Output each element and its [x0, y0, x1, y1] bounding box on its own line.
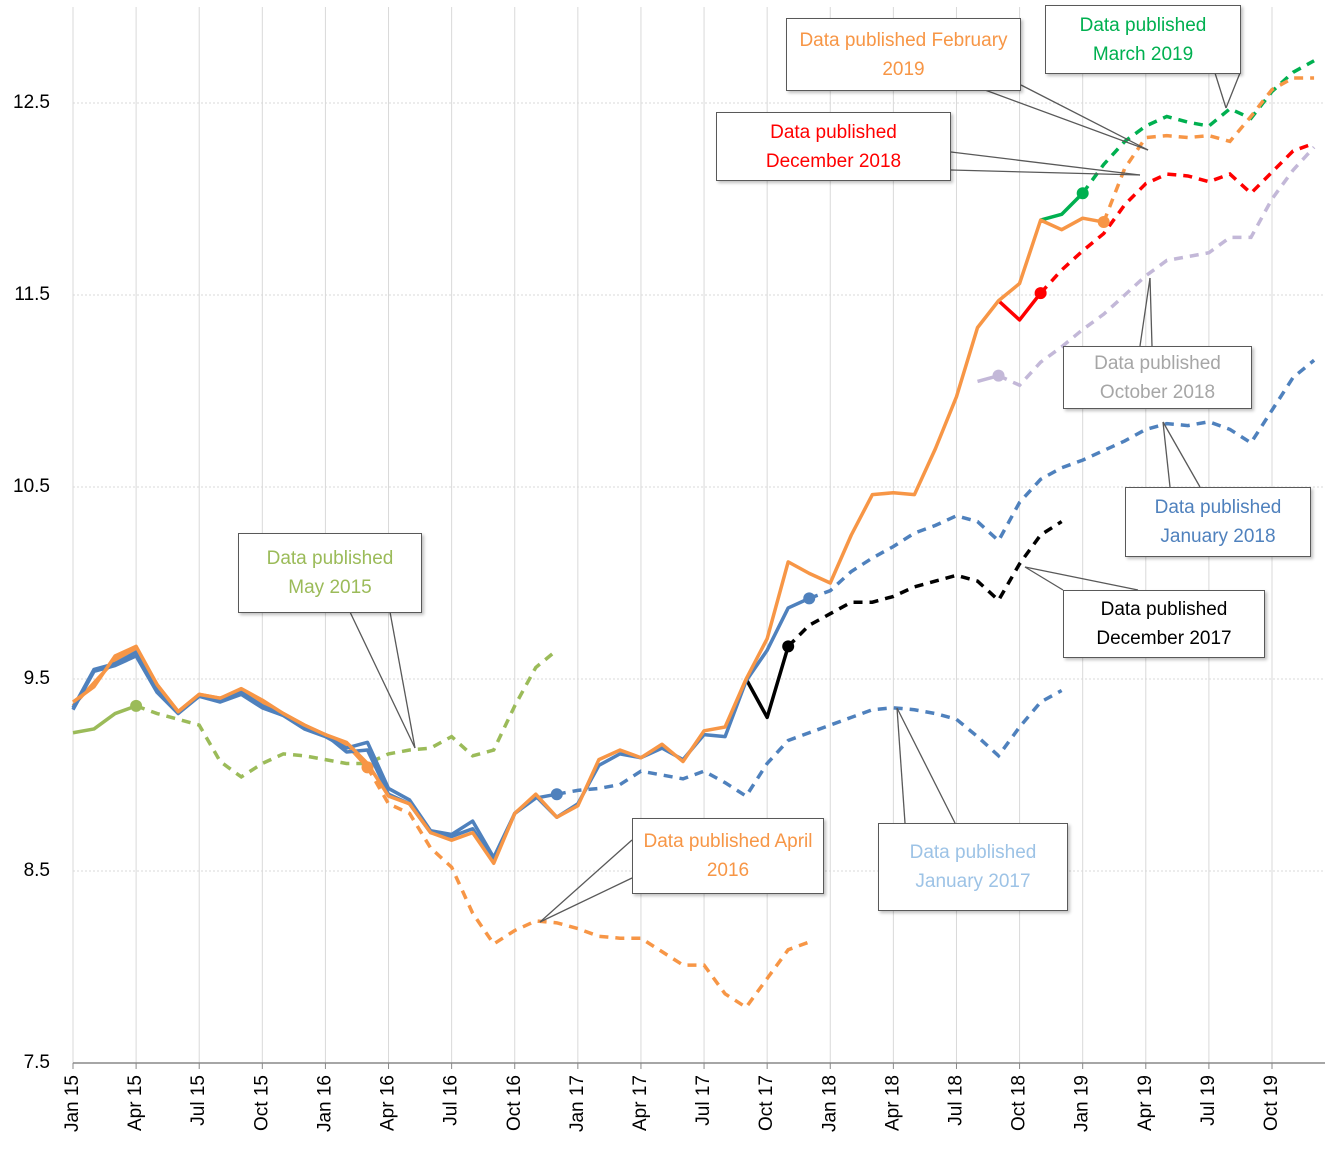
callout-leader [1162, 421, 1201, 488]
y-tick-label: 8.5 [24, 860, 50, 881]
x-tick-label: Jul 15 [188, 1075, 209, 1126]
forecast-line [1039, 141, 1315, 295]
publish-point [130, 699, 143, 712]
publish-point [1034, 287, 1047, 300]
x-tick-label: Apr 18 [882, 1075, 903, 1131]
forecast-line [1102, 76, 1315, 223]
callout: Data published May 2015 [238, 533, 422, 613]
y-tick-label: 10.5 [13, 476, 50, 497]
callout-leader [1214, 72, 1227, 109]
forecast-line [365, 766, 810, 1010]
callout-leader [950, 169, 1141, 176]
series-line [71, 216, 1105, 866]
callout-leader [1149, 277, 1153, 347]
callout-leader [1139, 277, 1151, 347]
y-tick-label: 9.5 [24, 668, 50, 689]
y-tick-label: 7.5 [24, 1052, 50, 1073]
publish-point [992, 369, 1005, 382]
x-tick-label: Jul 18 [945, 1075, 966, 1126]
callout-leader [1020, 84, 1149, 151]
callout: Data published February 2019 [786, 18, 1021, 91]
publish-point [803, 592, 816, 605]
x-tick-label: Jan 18 [819, 1075, 840, 1132]
x-tick-label: Jan 19 [1072, 1075, 1093, 1132]
callout-leader [950, 151, 1141, 176]
series-line [997, 292, 1042, 322]
x-tick-label: Oct 17 [756, 1075, 777, 1131]
callout-leader [896, 707, 906, 824]
y-tick-label: 11.5 [14, 284, 50, 305]
series-line [744, 645, 790, 720]
publish-point [782, 640, 795, 653]
series-line [1040, 192, 1084, 222]
callout: Data published October 2018 [1063, 346, 1252, 409]
x-tick-label: Apr 19 [1135, 1075, 1156, 1131]
forecast-line [997, 145, 1316, 388]
forecast-line [1081, 59, 1315, 195]
callout-leader [896, 707, 956, 824]
x-tick-label: Apr 16 [378, 1075, 399, 1131]
forecast-line [786, 520, 1063, 648]
x-tick-label: Jul 16 [441, 1075, 462, 1126]
callout: Data published December 2018 [716, 112, 951, 181]
publish-point [550, 788, 563, 801]
callout-leader [1024, 566, 1139, 591]
callout: Data published December 2017 [1063, 590, 1265, 658]
x-tick-label: Apr 17 [630, 1075, 651, 1131]
callout-leader [984, 89, 1149, 151]
forecast-line [135, 648, 558, 780]
publish-point [1076, 187, 1089, 200]
x-tick-label: Oct 19 [1261, 1075, 1282, 1131]
forecast-line [808, 358, 1316, 601]
x-tick-label: Jul 19 [1198, 1075, 1219, 1126]
x-tick-label: Oct 16 [504, 1075, 525, 1131]
callout-leader [1225, 72, 1241, 109]
x-tick-label: Apr 15 [125, 1075, 146, 1131]
callout-leader [539, 877, 633, 923]
series-line [72, 704, 137, 735]
callout-leader [349, 611, 416, 749]
x-tick-label: Jul 17 [693, 1075, 714, 1126]
callout: Data published January 2018 [1125, 487, 1311, 557]
callout-leader [389, 611, 416, 749]
publish-point [1097, 216, 1110, 229]
x-tick-label: Jan 15 [62, 1075, 83, 1132]
callout: Data published March 2019 [1045, 5, 1241, 74]
x-tick-label: Jan 16 [314, 1075, 335, 1132]
callout-leader [539, 839, 633, 923]
callout: Data published April 2016 [632, 818, 824, 894]
x-tick-label: Oct 15 [251, 1075, 272, 1131]
x-tick-label: Oct 18 [1009, 1075, 1030, 1131]
forecast-line [556, 688, 1063, 799]
callout-leader [1162, 421, 1171, 488]
callout-leader [1024, 566, 1064, 591]
x-tick-label: Jan 17 [567, 1075, 588, 1132]
y-tick-label: 12.5 [13, 92, 50, 113]
callout: Data published January 2017 [878, 823, 1068, 911]
